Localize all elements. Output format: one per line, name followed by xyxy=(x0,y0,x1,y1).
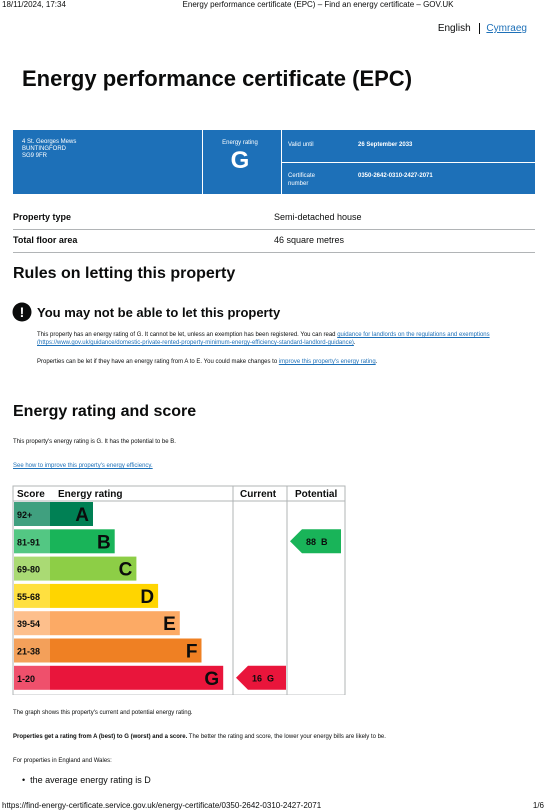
band-letter: C xyxy=(119,560,133,581)
text: . xyxy=(375,359,378,365)
score-cell xyxy=(14,556,50,581)
current-letter: G xyxy=(267,673,274,683)
certificate-label: Certificate number xyxy=(288,173,316,187)
print-title: Energy performance certificate (EPC) – F… xyxy=(182,0,454,9)
bullet: • the average energy rating is D xyxy=(22,775,151,785)
score-cell xyxy=(14,529,50,554)
band-bar xyxy=(50,611,180,636)
score-cell xyxy=(14,611,50,636)
text: The better the rating and score, the low… xyxy=(187,734,386,740)
band-bar xyxy=(50,556,137,581)
table-header: Current xyxy=(240,489,277,500)
band-letter: B xyxy=(97,532,111,553)
section-heading: Energy rating and score xyxy=(13,403,197,420)
row-value: Semi-detached house xyxy=(274,212,362,222)
language-switch: English Cymraeg xyxy=(438,23,527,34)
score-cell xyxy=(14,638,50,663)
text: Properties get a rating from A (best) to… xyxy=(13,734,188,740)
language-welsh[interactable]: Cymraeg xyxy=(486,23,527,34)
table-header: Potential xyxy=(295,489,337,500)
link[interactable]: See how to improve this property's energ… xyxy=(13,463,153,469)
bullet-text: the average energy rating is D xyxy=(30,775,151,785)
valid-until: 26 September 2033 xyxy=(358,142,413,148)
row-label: Property type xyxy=(13,212,72,222)
rating-chart: Score Energy rating Current Potential 92+ A 81… xyxy=(12,485,346,695)
current-score: 16 xyxy=(252,673,262,683)
potential-letter: B xyxy=(321,537,328,547)
potential-arrow xyxy=(290,529,341,554)
band-bar xyxy=(50,665,224,690)
band-letter: D xyxy=(140,587,154,608)
score-range: 92+ xyxy=(17,510,32,520)
table-header: Energy rating xyxy=(58,489,122,500)
summary-box: 4 St. Georges Mews BUNTINGFORD SG9 9FR E… xyxy=(13,130,535,194)
warning-text: You may not be able to let this property xyxy=(37,305,281,320)
score-range: 1-20 xyxy=(17,674,35,684)
print-url: https://find-energy-certificate.service.… xyxy=(2,801,322,810)
warning-icon: ! xyxy=(12,302,32,322)
rating-label: Energy rating xyxy=(222,140,258,146)
link[interactable]: guidance for landlords on the regulation… xyxy=(37,332,490,346)
potential-score: 88 xyxy=(306,537,316,547)
certificate-number: 0350-2642-0310-2427-2071 xyxy=(358,173,433,179)
row-value: 46 square metres xyxy=(274,235,345,245)
rating-letter: G xyxy=(230,147,250,174)
svg-text:!: ! xyxy=(20,304,25,320)
address-line: SG9 9FR xyxy=(22,153,48,159)
score-range: 55-68 xyxy=(17,592,40,602)
paragraph: This property has an energy rating of G.… xyxy=(37,331,532,347)
current-arrow xyxy=(236,665,286,690)
band-letter: G xyxy=(204,669,219,690)
band-letter: F xyxy=(186,642,198,663)
band-bar xyxy=(50,583,159,608)
print-datetime: 18/11/2024, 17:34 xyxy=(2,0,66,9)
paragraph: The graph shows this property's current … xyxy=(13,710,193,716)
score-range: 81-91 xyxy=(17,537,40,547)
paragraph: For properties in England and Wales: xyxy=(13,758,112,764)
band-bar xyxy=(50,529,115,554)
row-label: Total floor area xyxy=(13,235,78,245)
score-cell xyxy=(14,502,50,526)
score-range: 39-54 xyxy=(17,619,40,629)
table-header: Score xyxy=(17,489,45,500)
band-letter: A xyxy=(75,505,89,526)
score-range: 69-80 xyxy=(17,565,40,575)
table-border xyxy=(12,485,346,695)
text: . xyxy=(353,340,356,346)
language-english: English xyxy=(437,23,471,34)
page-title: Energy performance certificate (EPC) xyxy=(22,66,413,91)
band-bar xyxy=(50,502,93,526)
text: This property has an energy rating of G.… xyxy=(37,332,338,338)
score-cell xyxy=(14,583,50,608)
score-cell xyxy=(14,665,50,690)
band-bar xyxy=(50,638,202,663)
paragraph: Properties get a rating from A (best) to… xyxy=(13,733,386,741)
print-page: 1/6 xyxy=(532,801,544,810)
paragraph: This property's energy rating is G. It h… xyxy=(13,439,176,445)
score-range: 21-38 xyxy=(17,647,40,657)
text: Properties can be let if they have an en… xyxy=(37,359,279,365)
address-line: 4 St. Georges Mews xyxy=(22,139,77,145)
link[interactable]: improve this property's energy rating xyxy=(278,359,376,365)
valid-until-label: Valid until xyxy=(288,142,314,148)
section-heading: Rules on letting this property xyxy=(13,265,236,282)
band-letter: E xyxy=(163,614,176,635)
paragraph: Properties can be let if they have an en… xyxy=(37,358,532,366)
address-line: BUNTINGFORD xyxy=(22,146,66,152)
